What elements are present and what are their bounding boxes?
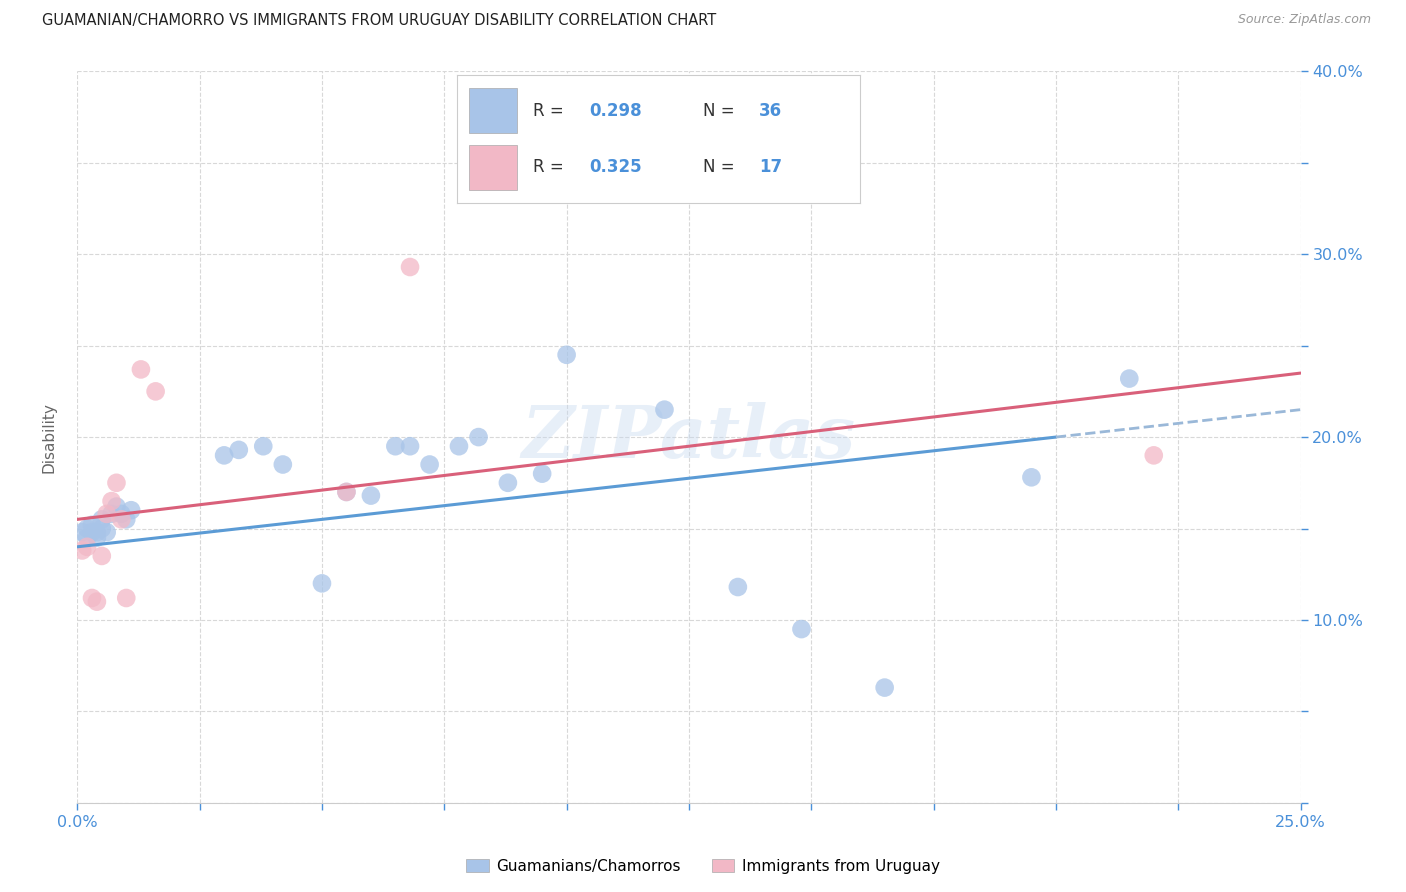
Point [252,439,274,453]
Point [70,543,93,558]
Point [90,549,112,563]
Point [335,485,357,500]
Point [76,540,98,554]
Point [212,449,235,463]
Point [110,512,132,526]
Point [335,485,357,500]
Point [86,594,108,608]
Y-axis label: Disability: Disability [42,401,56,473]
Point [90,512,112,526]
Point [96,507,118,521]
Point [120,503,142,517]
Legend: Guamanians/Chamorros, Immigrants from Uruguay: Guamanians/Chamorros, Immigrants from Ur… [460,853,946,880]
Point [80,525,103,540]
Point [496,475,519,490]
Point [271,458,294,472]
Point [384,439,406,453]
Point [399,439,422,453]
Point [419,458,441,472]
Point [100,507,122,521]
Text: ZIPatlas: ZIPatlas [522,401,856,473]
Point [90,521,112,535]
Point [115,512,138,526]
Point [110,507,132,521]
Point [86,525,108,540]
Point [80,517,103,532]
Point [70,525,93,540]
Point [1021,470,1043,484]
Text: GUAMANIAN/CHAMORRO VS IMMIGRANTS FROM URUGUAY DISABILITY CORRELATION CHART: GUAMANIAN/CHAMORRO VS IMMIGRANTS FROM UR… [42,13,717,29]
Point [654,402,676,417]
Text: Source: ZipAtlas.com: Source: ZipAtlas.com [1237,13,1371,27]
Point [727,580,749,594]
Point [129,362,152,376]
Point [1118,371,1140,385]
Point [531,467,554,481]
Point [105,500,128,514]
Point [76,521,98,535]
Point [86,531,108,545]
Point [790,622,813,636]
Point [873,681,896,695]
Point [1143,449,1166,463]
Point [447,439,470,453]
Point [100,494,122,508]
Point [399,260,422,274]
Point [360,489,382,503]
Point [467,430,489,444]
Point [555,348,578,362]
Point [96,525,118,540]
Point [311,576,333,591]
Point [228,442,250,457]
Point [105,475,128,490]
Point [76,531,98,545]
Point [80,591,103,605]
Point [115,591,138,605]
Point [145,384,167,399]
